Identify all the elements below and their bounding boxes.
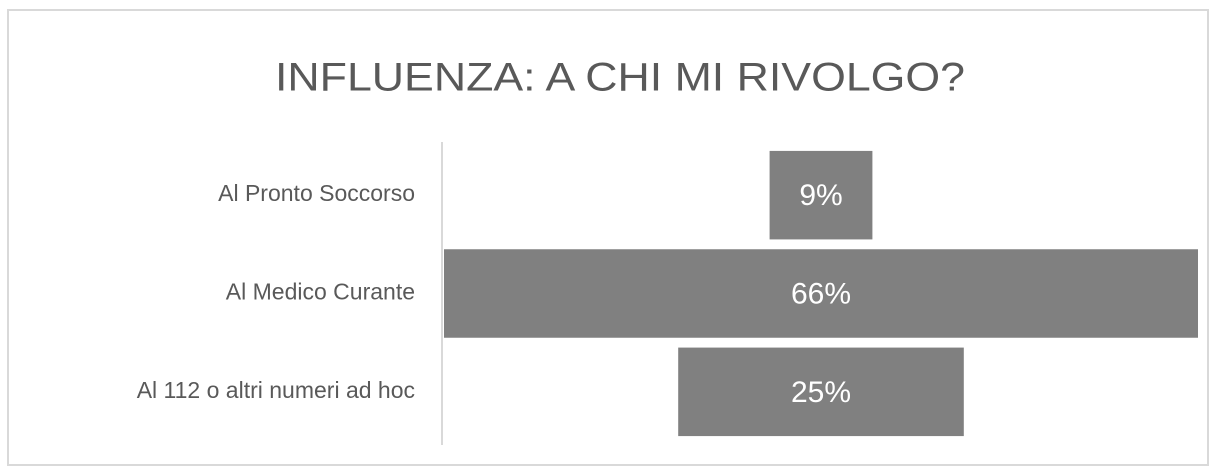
chart-title: INFLUENZA: A CHI MI RIVOLGO?	[275, 56, 965, 100]
data-label: 25%	[791, 376, 851, 409]
data-label: 9%	[799, 179, 842, 212]
category-label: Al 112 o altri numeri ad hoc	[137, 377, 415, 403]
category-label: Al Pronto Soccorso	[218, 180, 415, 206]
chart-frame	[7, 9, 1209, 466]
bar	[444, 249, 1198, 338]
bar	[769, 150, 873, 240]
category-label: Al Medico Curante	[226, 279, 415, 305]
data-label: 66%	[791, 277, 851, 310]
bar	[678, 347, 964, 437]
